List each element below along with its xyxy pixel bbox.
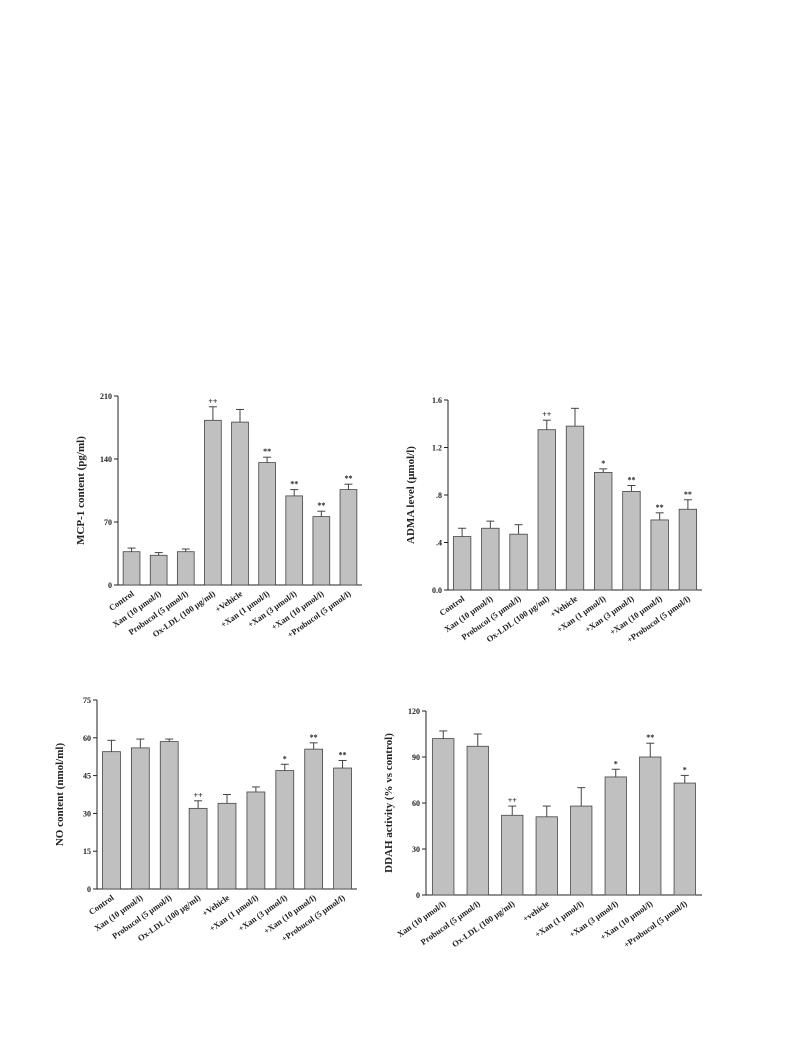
bar [622,491,641,591]
y-tick-label: 45 [83,772,91,781]
significance-label: * [683,765,687,774]
y-tick-label: 30 [83,809,91,818]
y-tick-label: 0 [87,885,91,894]
y-tick-label: 30 [412,845,420,854]
significance-label: * [601,459,605,468]
bar [673,782,696,896]
x-tick-label: Ox-LDL (100 μg/ml) [450,898,517,949]
bar [565,425,585,591]
y-tick-label: 210 [100,392,112,401]
bar [176,551,195,586]
bar [339,489,358,586]
significance-label: ** [263,447,271,456]
significance-label: ++ [508,796,518,805]
y-tick-label: 75 [83,696,91,705]
y-tick-label: 1.6 [432,396,442,405]
y-axis-label: MCP-1 content (pg/ml) [75,436,87,545]
bar [678,508,698,591]
bar [509,533,528,591]
significance-label: ** [310,733,318,742]
y-axis-label: DDAH activity (% vs control) [383,733,395,873]
bar [535,816,558,896]
y-tick-label: 60 [83,734,91,743]
y-tick-label: 0.0 [432,586,442,595]
y-axis-label: ADMA level (μmol/l) [405,446,417,544]
significance-label: ++ [542,410,552,419]
significance-label: ++ [208,397,218,406]
bar [594,472,613,591]
significance-label: ** [627,476,635,485]
significance-label: ** [344,474,352,483]
y-tick-label: 120 [408,707,420,716]
significance-label: ** [290,480,298,489]
y-tick-label: 140 [100,455,112,464]
bar [650,519,669,591]
y-tick-label: 1.2 [432,444,442,453]
bar [275,770,295,890]
significance-label: ** [317,501,325,510]
y-tick-label: 0 [108,581,112,590]
significance-label: ** [684,490,692,499]
bar [149,554,168,586]
bar [466,745,489,896]
bar [285,495,304,586]
y-tick-label: 70 [104,518,112,527]
bar [246,791,266,890]
y-axis-label: NO content (nmol/ml) [54,743,66,847]
bar [537,429,556,591]
y-tick-label: 60 [412,799,420,808]
bar [188,807,208,890]
bar [102,751,121,890]
x-tick-label: +vehicle [521,898,551,923]
bar [159,741,179,890]
bar [481,527,500,591]
y-tick-label: 15 [83,847,91,856]
bar [570,805,593,896]
x-tick-label: +Probucol (5 μmol/l) [622,898,689,949]
significance-label: * [283,754,287,763]
bar [217,802,237,890]
significance-label: ** [339,750,347,759]
significance-label: * [614,759,618,768]
y-tick-label: .4 [436,539,442,548]
significance-label: ++ [194,791,204,800]
bar [639,756,662,896]
bar [122,551,141,586]
bar [130,747,150,890]
y-tick-label: .8 [436,491,442,500]
y-tick-label: 0 [416,891,420,900]
bar [231,421,249,586]
y-tick-label: 90 [412,753,420,762]
bar [501,814,524,896]
bar [432,738,455,896]
bar [258,462,276,586]
bar [312,516,331,586]
bar [604,776,627,896]
significance-label: ** [646,733,654,742]
bar [204,419,222,586]
bar [452,536,472,591]
bar [304,748,324,890]
significance-label: ** [656,503,664,512]
bar [333,767,352,890]
